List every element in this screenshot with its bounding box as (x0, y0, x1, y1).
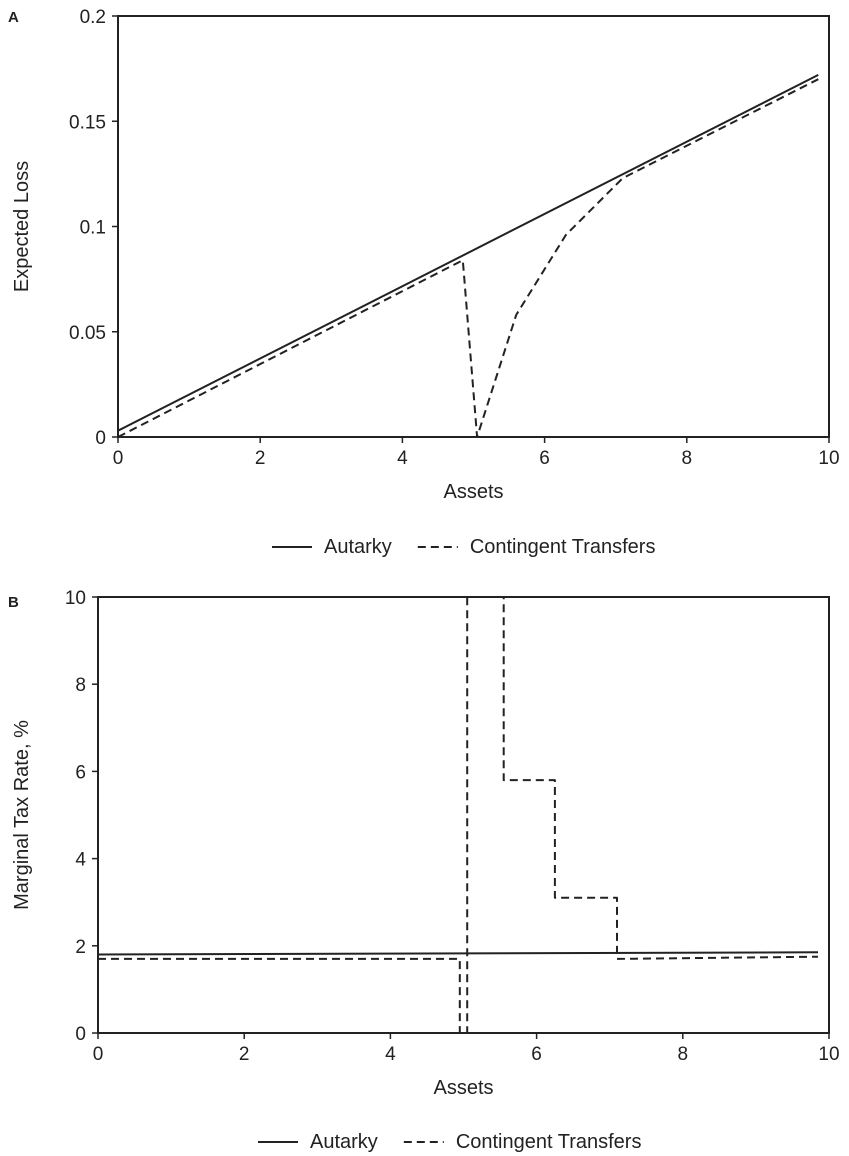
chart-a-x-tick-label: 4 (397, 448, 408, 469)
chart-b-y-tick-label: 2 (75, 937, 86, 958)
chart-b-y-tick-label: 10 (65, 588, 86, 609)
chart-a-y-tick-label: 0.1 (80, 218, 106, 239)
chart-a-y-tick-label: 0.2 (80, 7, 106, 28)
chart-b-y-axis-label: Marginal Tax Rate, % (11, 720, 33, 910)
chart-a-y-tick-label: 0.15 (69, 112, 106, 133)
chart-a-panel-label: A (8, 9, 19, 26)
chart-a-y-axis-label: Expected Loss (11, 161, 33, 292)
chart-b-x-axis-label: Assets (433, 1077, 493, 1099)
chart-b-panel-label: B (8, 594, 19, 611)
chart-b-series-autarky-line (97, 951, 819, 956)
chart-a-series-autarky-line (117, 74, 819, 432)
chart-b-x-tick-label: 4 (385, 1044, 396, 1065)
chart-b-legend-entry-2: Contingent Transfers (456, 1131, 642, 1153)
chart-b-series-contingent-transfers-line (98, 596, 819, 1034)
chart-b-legend-entry-1: Autarky (310, 1131, 378, 1153)
chart-b-plot-frame (97, 596, 830, 1034)
chart-b-x-tick-label: 0 (93, 1044, 104, 1065)
chart-a-y-tick-label: 0.05 (69, 323, 106, 344)
chart-b-y-tick-label: 4 (75, 850, 86, 871)
chart-b-y-tick-label: 8 (75, 675, 86, 696)
chart-b-y-tick-label: 6 (75, 762, 86, 783)
chart-a-svg: A 0 2 4 6 8 10 0 0.05 0.1 0.15 0.2 Assets Expected Lo… (8, 7, 840, 558)
panel-b: B 0 2 4 6 8 10 0 2 4 6 8 10 Assets Marginal Tax Rate, … (0, 578, 849, 1156)
chart-a-x-tick-label: 6 (539, 448, 550, 469)
chart-a-x-tick-label: 0 (113, 448, 124, 469)
chart-a-y-tick-label: 0 (95, 428, 106, 449)
chart-a-x-axis-label: Assets (443, 481, 503, 503)
chart-b-x-tick-label: 2 (239, 1044, 250, 1065)
chart-a-plot-frame (117, 15, 830, 438)
chart-a-legend-entry-2: Contingent Transfers (470, 536, 656, 558)
chart-a-x-tick-label: 10 (818, 448, 839, 469)
chart-a-x-tick-label: 2 (255, 448, 266, 469)
chart-b-y-tick-label: 0 (75, 1024, 86, 1045)
chart-b-x-tick-label: 6 (531, 1044, 542, 1065)
chart-a-legend-entry-1: Autarky (324, 536, 392, 558)
chart-a-series-contingent-transfers-line (117, 78, 819, 438)
chart-b-svg: B 0 2 4 6 8 10 0 2 4 6 8 10 Assets Marginal Tax Rate, … (8, 588, 840, 1153)
chart-b-x-tick-label: 8 (678, 1044, 689, 1065)
chart-a-x-tick-label: 8 (682, 448, 693, 469)
chart-b-x-tick-label: 10 (818, 1044, 839, 1065)
panel-a: A 0 2 4 6 8 10 0 0.05 0.1 0.15 0.2 Assets Expected Lo… (8, 7, 840, 558)
